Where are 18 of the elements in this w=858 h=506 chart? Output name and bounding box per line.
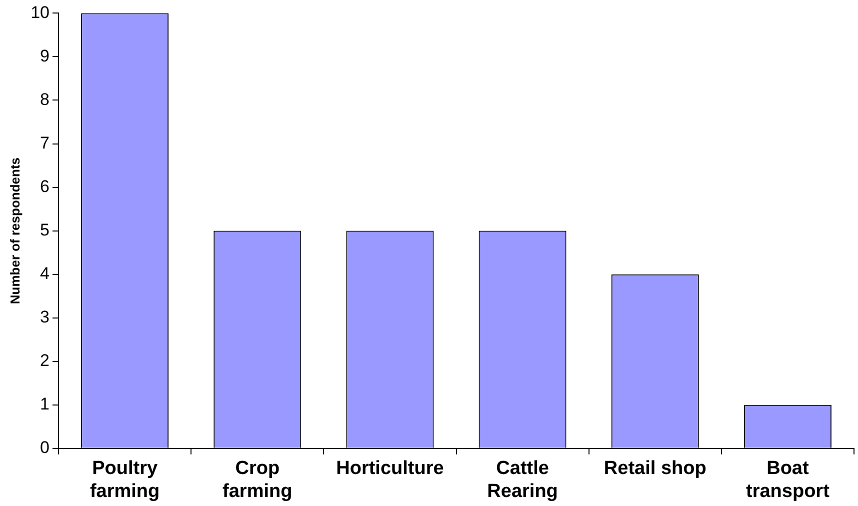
x-tick-label: Horticulture <box>336 458 444 480</box>
y-tick-label: 6 <box>40 176 50 196</box>
y-tick-label: 2 <box>40 351 50 370</box>
x-tick-label: Crop farming <box>222 458 292 502</box>
y-tick-label: 4 <box>40 264 50 284</box>
y-axis-title: Number of respondents <box>7 157 22 304</box>
y-tick-label: 7 <box>40 133 50 152</box>
y-tick-label: 3 <box>40 308 50 327</box>
y-tick-label: 9 <box>40 46 50 66</box>
y-tick-label: 0 <box>40 438 50 458</box>
y-tick-label: 8 <box>40 90 50 109</box>
x-tick-label: Cattle Rearing <box>487 458 558 502</box>
y-tick-label: 1 <box>40 394 50 414</box>
y-tick-label: 10 <box>30 2 50 22</box>
x-tick-label: Boat transport <box>746 458 830 502</box>
y-tick-label: 5 <box>40 220 50 240</box>
x-tick-label: Poultry farming <box>90 458 160 502</box>
x-tick-label: Retail shop <box>604 458 706 480</box>
